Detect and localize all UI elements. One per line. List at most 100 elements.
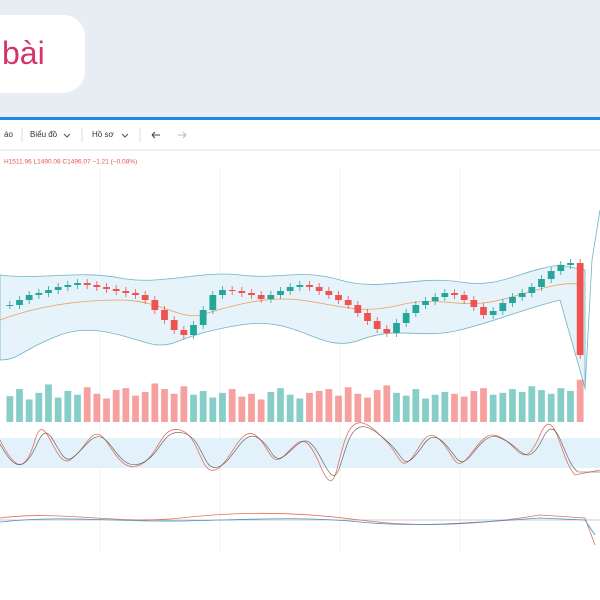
volume-bar [35,392,43,422]
candle-body [344,300,352,305]
candle-body [470,300,478,307]
candle-body [267,295,275,299]
volume-bar [528,386,536,422]
candle-body [16,300,23,305]
volume-bar [325,389,333,422]
candle-body [228,290,236,291]
candle-body [451,293,458,295]
candle-body [170,320,178,330]
volume-bar [306,392,313,422]
volume-bar [335,395,342,422]
candle-body [518,293,526,297]
volume-bar [547,393,555,422]
volume-bar [354,393,362,422]
volume-bar [518,391,526,422]
candle-body [393,323,400,333]
volume-bar [344,387,352,422]
candle-body [74,283,81,285]
ohlc-legend: H1511.96 L1490.08 C1496.07 −1.21 (−0.08%… [4,159,137,166]
volume-bar [257,399,265,422]
candle-body [286,287,294,291]
candle-body [209,295,217,310]
volume-bar [83,387,91,422]
candle-body [509,297,516,303]
volume-bar [576,379,584,422]
volume-bar [228,389,236,422]
stochastic-k [0,422,600,482]
candle-body [132,293,139,295]
volume-bar [480,388,487,422]
volume-bar [16,389,23,422]
toolbar-item[interactable]: Biểu đồ [30,130,58,139]
candle-body [35,293,43,295]
volume-bar [509,389,516,422]
volume-bar [103,398,110,422]
volume-bar [267,391,275,422]
candle-body [112,289,120,291]
toolbar-item[interactable]: Hồ sơ [92,130,114,139]
volume-bar [151,383,159,422]
volume-bar [460,396,468,422]
candle-body [151,300,159,310]
volume-bar [64,390,72,422]
candle-body [460,295,468,300]
redo[interactable] [178,131,187,139]
header-bar: bài [0,0,600,117]
volume-bar [373,390,381,422]
candle-body [190,325,197,335]
volume-bar [45,384,52,422]
candle-body [567,263,574,265]
volume-bar [199,390,207,422]
volume-bar [132,395,139,422]
divider [0,117,600,120]
volume-bar [567,390,574,422]
volume-bar [180,386,188,422]
candle-body [480,307,487,315]
volume-bar [161,389,168,422]
volume-bar [538,390,545,422]
candle-body [83,283,91,285]
candle-body [6,305,14,306]
candle-body [93,285,101,287]
candle-body [402,313,410,323]
candle-body [499,303,507,311]
signal-line [0,517,596,536]
volume-bar [170,393,178,422]
volume-bar [451,393,458,422]
candle-body [180,330,188,335]
chart-panel: áo Biểu đồ Hồ sơ H1511.96 L1490.08 C1496… [0,128,600,550]
candle-body [547,271,555,279]
candle-body [373,321,381,329]
candle-body [54,287,62,290]
volume-bar [93,393,101,422]
candle-body [441,293,449,297]
candle-body [528,287,536,293]
volume-bar [393,392,400,422]
candle-body [325,291,333,295]
candle-body [538,279,545,287]
candle-body [489,311,497,315]
candle-body [45,290,52,293]
volume-bar [277,388,284,422]
candle-body [248,293,255,295]
candle-body [364,313,371,321]
macd-line [0,512,596,546]
volume-bar [431,394,439,422]
volume-bar [6,396,14,422]
candle-body [296,285,304,287]
candle-body [64,285,72,287]
candle-body [25,295,33,300]
candle-body [335,295,342,300]
undo[interactable] [151,131,160,139]
candle-body [122,291,130,293]
volume-bar [286,394,294,422]
candle-body [199,310,207,325]
candle-body [277,291,284,295]
candle-body [557,265,565,271]
volume-bar [412,389,420,422]
candle-body [257,295,265,299]
volume-bar [422,398,429,422]
volume-bar [296,398,304,422]
volume-bar [54,397,62,422]
toolbar-item[interactable]: áo [4,130,13,139]
